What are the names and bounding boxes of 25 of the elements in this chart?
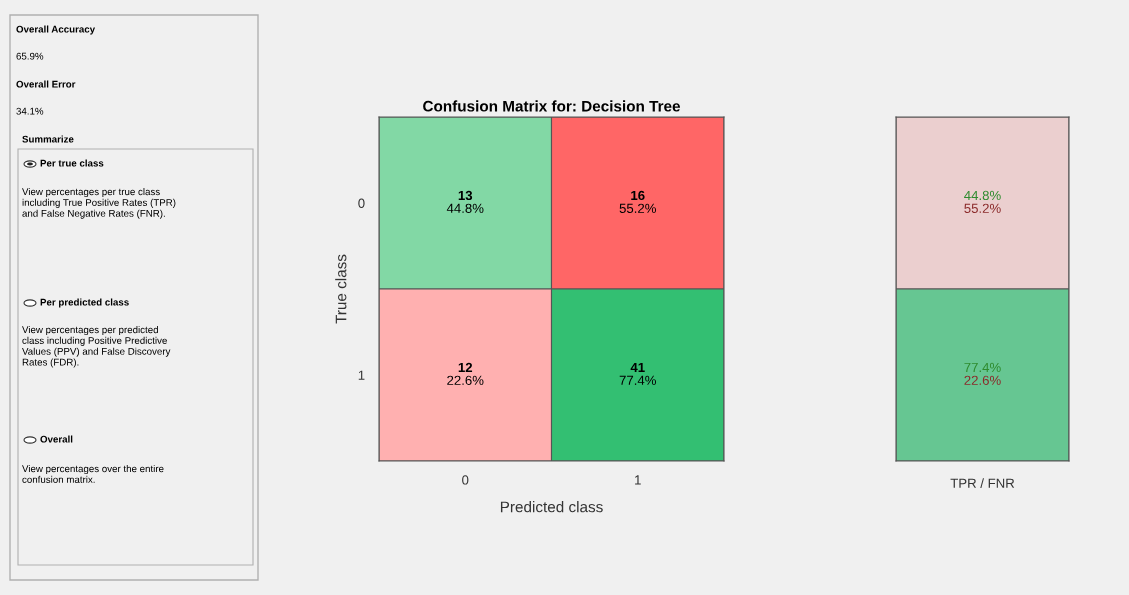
data-label: 41 bbox=[630, 362, 645, 372]
text: Overall Accuracy bbox=[16, 25, 96, 35]
text: 44.8% 55.2% bbox=[964, 190, 1001, 213]
text: 65.9% bbox=[16, 52, 44, 60]
annotation: 22.6% bbox=[447, 375, 484, 385]
text: Overall bbox=[40, 435, 73, 443]
text: Overall Error bbox=[16, 80, 76, 88]
x-axis-title: Predicted class bbox=[500, 501, 603, 513]
chart-title: Confusion Matrix for: Decision Tree bbox=[423, 100, 681, 112]
text: 77.4% 22.6% bbox=[964, 362, 1001, 385]
y-axis-title: True class bbox=[335, 254, 347, 324]
annotation: 55.2% bbox=[619, 203, 656, 213]
text: View percentages over the entire confusion matrix. bbox=[22, 465, 164, 483]
annotation: 44.8% bbox=[446, 203, 484, 213]
text: Summarize bbox=[22, 135, 74, 143]
data-label: 16 bbox=[631, 190, 645, 201]
text: TPR / FNR bbox=[950, 478, 1015, 488]
text: 34.1% bbox=[16, 107, 44, 115]
text: Per true class bbox=[40, 159, 104, 167]
text: View percentages per predicted class including Positive Predictive Values (PPV) and False Discovery Rates (FDR). bbox=[22, 326, 171, 368]
data-label: 13 bbox=[458, 190, 473, 201]
text: Per predicted class bbox=[40, 298, 129, 308]
annotation: 77.4% bbox=[619, 375, 656, 385]
text: View percentages per true class including True Positive Rates (TPR) and False Negative Rates (FNR). bbox=[22, 188, 176, 219]
data-label: 12 bbox=[458, 362, 473, 372]
